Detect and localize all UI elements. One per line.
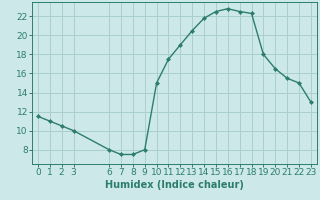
X-axis label: Humidex (Indice chaleur): Humidex (Indice chaleur) — [105, 180, 244, 190]
